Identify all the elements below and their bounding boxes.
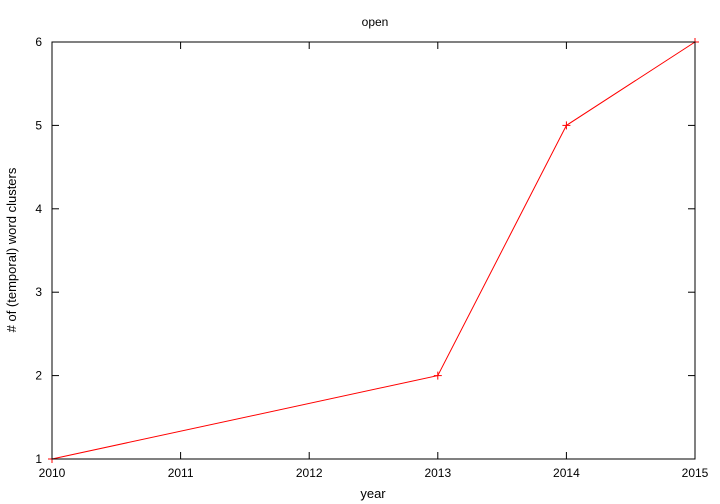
- chart-title: open: [362, 15, 389, 29]
- x-tick-label: 2012: [296, 466, 323, 480]
- x-tick-label: 2010: [39, 466, 66, 480]
- x-tick-label: 2011: [168, 466, 194, 480]
- y-tick-label: 2: [35, 369, 42, 383]
- y-tick-label: 1: [35, 452, 42, 466]
- y-tick-label: 6: [35, 35, 42, 49]
- y-tick-label: 3: [35, 285, 42, 299]
- series-line: [51, 41, 696, 460]
- y-tick-label: 5: [35, 118, 42, 132]
- data-point-marker: [562, 121, 571, 130]
- x-tick-label: 2015: [682, 466, 709, 480]
- series-layer: [48, 38, 699, 463]
- ticks-layer: 2010 2011 2012 2013 2014 2015 1 2 3 4 5 6: [35, 35, 708, 480]
- x-tick-label: 2013: [424, 466, 451, 480]
- plot-frame: [51, 41, 696, 460]
- data-point-marker: [433, 371, 442, 380]
- x-axis-label: year: [360, 486, 386, 501]
- x-tick-label: 2014: [553, 466, 580, 480]
- y-tick-label: 4: [35, 202, 42, 216]
- y-axis-label: # of (temporal) word clusters: [4, 167, 19, 332]
